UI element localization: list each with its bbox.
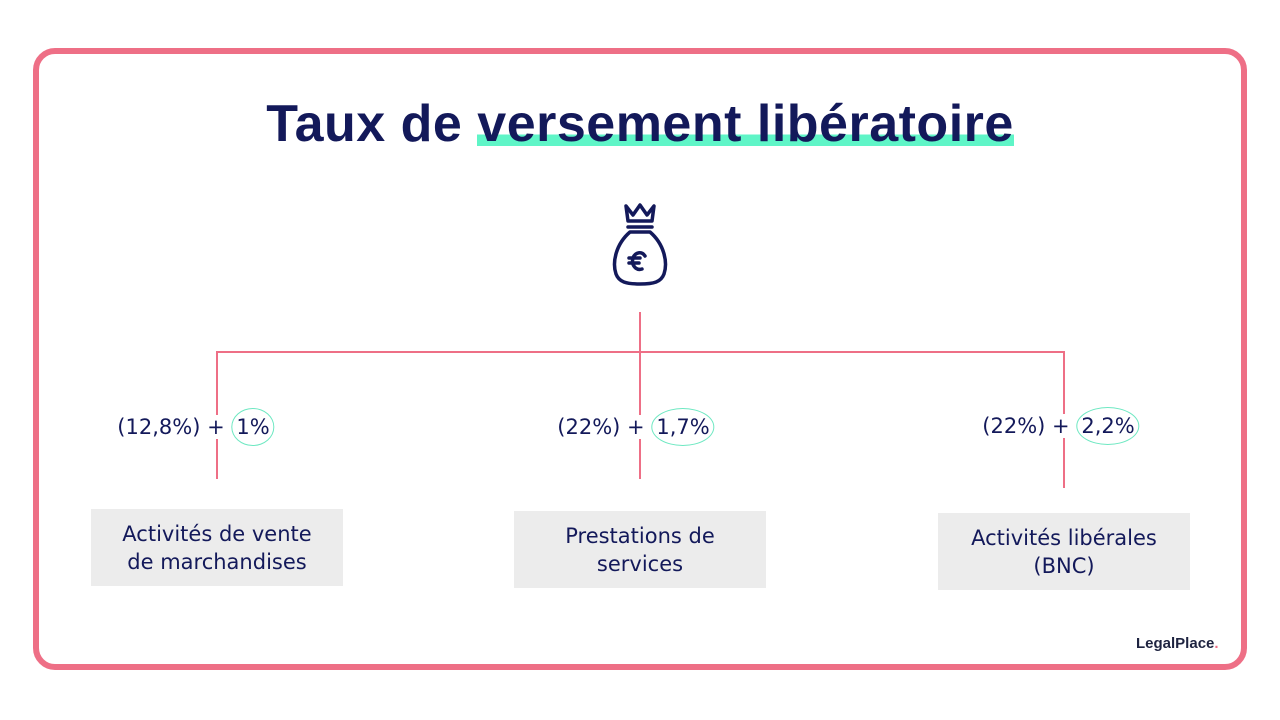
title-highlight: versement libératoire (477, 95, 1014, 153)
rate-1: (12,8%) + 1% (115, 408, 277, 446)
rate-2: (22%) + 1,7% (555, 408, 717, 446)
rate-base: (22%) + (982, 414, 1070, 438)
logo-text: LegalPlace (1136, 635, 1215, 652)
category-box-3: Activités libérales (BNC) (938, 513, 1190, 590)
rate-base: (12,8%) + (117, 415, 225, 439)
rate-value: 1% (231, 408, 275, 446)
title-plain: Taux de (266, 95, 478, 153)
rate-base: (22%) + (557, 415, 645, 439)
page-title: Taux de versement libératoire (0, 94, 1280, 154)
connector-trunk (639, 312, 641, 353)
category-box-1: Activités de vente de marchandises (91, 509, 343, 586)
rate-value: 2,2% (1076, 407, 1140, 445)
legalplace-logo: LegalPlace. (1136, 635, 1219, 652)
logo-dot: . (1214, 635, 1219, 652)
rate-value: 1,7% (651, 408, 715, 446)
money-bag-euro-icon (612, 203, 668, 286)
card-frame (33, 48, 1247, 670)
category-box-2: Prestations de services (514, 511, 766, 588)
rate-3: (22%) + 2,2% (980, 407, 1142, 445)
